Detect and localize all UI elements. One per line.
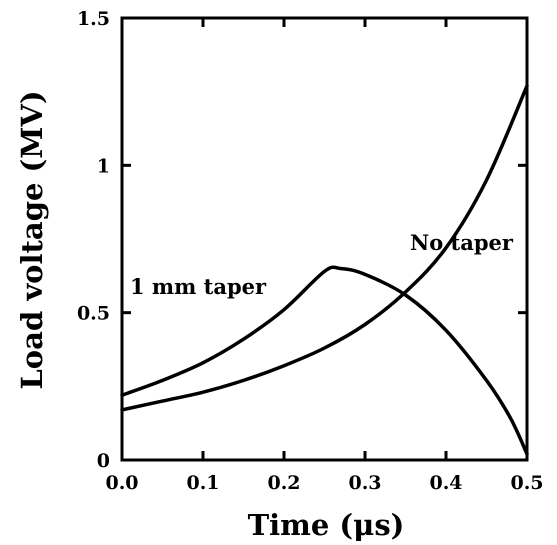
series-line-no-taper [120, 84, 529, 412]
series-layer [120, 84, 529, 456]
x-tick-label: 0.4 [429, 472, 462, 494]
y-tick-label: 1 [97, 155, 110, 177]
y-tick-label: 0 [97, 450, 110, 472]
x-tick-label: 0.2 [267, 472, 300, 494]
x-tick-label: 0.5 [510, 472, 543, 494]
x-axis-title: Time (μs) [248, 508, 405, 542]
x-tick-label: 0.3 [348, 472, 381, 494]
series-line-1mm-taper [120, 265, 529, 456]
y-tick-label: 1.5 [77, 8, 110, 30]
annotation-no-taper: No taper [410, 230, 514, 255]
y-axis-ticks: 0 0.5 1 1.5 [77, 8, 527, 472]
annotation-1mm-taper: 1 mm taper [130, 274, 267, 299]
x-tick-label: 0.1 [186, 472, 219, 494]
x-tick-label: 0.0 [105, 472, 138, 494]
y-axis-title: Load voltage (MV) [15, 90, 49, 389]
plot-frame [120, 16, 529, 462]
x-axis-ticks: 0.0 0.1 0.2 0.3 0.4 0.5 [105, 18, 544, 494]
y-tick-label: 0.5 [77, 303, 110, 325]
